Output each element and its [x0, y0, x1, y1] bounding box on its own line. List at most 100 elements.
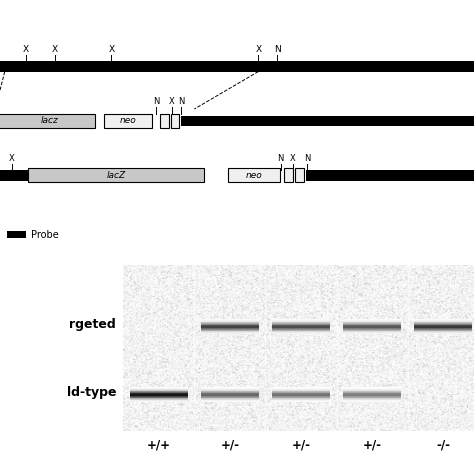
Text: -/-: -/- — [436, 438, 450, 451]
Text: N: N — [178, 97, 184, 106]
Bar — [130, 400, 188, 401]
Text: +/-: +/- — [220, 438, 239, 451]
Bar — [343, 396, 401, 397]
Bar — [130, 399, 188, 400]
Bar — [201, 333, 259, 334]
Bar — [272, 323, 330, 324]
Bar — [201, 389, 259, 390]
Bar — [201, 390, 259, 392]
Bar — [160, 114, 169, 128]
Bar — [201, 396, 259, 397]
Bar — [414, 321, 472, 322]
Bar — [414, 327, 472, 328]
Bar — [295, 168, 304, 182]
Bar — [130, 398, 188, 399]
Bar — [201, 394, 259, 395]
Bar — [0, 114, 95, 128]
Text: Probe: Probe — [31, 229, 59, 240]
Bar — [343, 395, 401, 396]
Text: ld-type: ld-type — [67, 386, 116, 399]
Bar — [414, 323, 472, 324]
Bar — [414, 320, 472, 321]
Bar — [201, 399, 259, 400]
Bar — [343, 390, 401, 392]
Bar — [201, 390, 259, 391]
Bar — [343, 389, 401, 390]
Bar — [272, 327, 330, 328]
Bar — [201, 391, 259, 392]
Bar — [201, 401, 259, 402]
Bar — [201, 399, 259, 400]
Bar — [414, 331, 472, 332]
Bar — [343, 323, 401, 324]
Text: lacZ: lacZ — [107, 171, 126, 180]
Bar — [343, 400, 401, 401]
Text: N: N — [153, 97, 160, 106]
Bar — [130, 396, 188, 398]
Bar — [130, 391, 188, 392]
Bar — [181, 116, 474, 126]
Bar — [201, 325, 259, 326]
Bar — [343, 319, 401, 320]
Bar — [272, 328, 330, 329]
Bar — [343, 320, 401, 321]
Bar — [414, 332, 472, 333]
Text: N: N — [277, 154, 284, 163]
Bar — [414, 328, 472, 329]
Bar — [130, 392, 188, 393]
Bar — [343, 399, 401, 400]
Bar — [272, 332, 330, 334]
Bar — [201, 331, 259, 332]
Bar — [272, 391, 330, 392]
Bar — [343, 330, 401, 331]
Bar — [414, 322, 472, 323]
Bar — [0, 170, 28, 181]
Text: X: X — [255, 45, 261, 54]
Bar — [343, 388, 401, 389]
Bar — [272, 319, 330, 321]
Bar — [201, 323, 259, 324]
Bar — [201, 319, 259, 321]
Bar — [201, 327, 259, 328]
Bar — [201, 387, 259, 388]
Bar — [343, 392, 401, 393]
Bar — [201, 330, 259, 331]
Bar — [201, 328, 259, 330]
Bar — [343, 324, 401, 325]
Bar — [272, 325, 330, 326]
Bar — [272, 332, 330, 333]
Bar — [272, 390, 330, 391]
Bar — [201, 327, 259, 328]
Bar — [343, 327, 401, 328]
Bar — [272, 327, 330, 328]
Bar — [201, 324, 259, 325]
Bar — [343, 397, 401, 398]
Bar — [343, 399, 401, 400]
Bar — [7, 231, 26, 238]
Bar — [28, 168, 204, 182]
Bar — [306, 170, 474, 181]
Bar — [414, 330, 472, 331]
Bar — [343, 396, 401, 398]
Bar — [343, 326, 401, 327]
Bar — [414, 323, 472, 325]
Bar — [201, 321, 259, 322]
Bar — [201, 319, 259, 320]
Bar — [272, 396, 330, 397]
Bar — [201, 326, 259, 327]
Bar — [130, 396, 188, 397]
Bar — [343, 328, 401, 329]
Bar — [414, 325, 472, 326]
Bar — [130, 390, 188, 391]
Text: +/-: +/- — [363, 438, 382, 451]
Bar — [201, 394, 259, 395]
Bar — [414, 326, 472, 327]
Bar — [130, 393, 188, 394]
Bar — [130, 395, 188, 396]
Text: X: X — [290, 154, 296, 163]
Bar — [130, 394, 188, 395]
Bar — [272, 320, 330, 321]
Text: rgeted: rgeted — [69, 318, 116, 331]
Bar — [130, 394, 188, 395]
Bar — [201, 392, 259, 393]
